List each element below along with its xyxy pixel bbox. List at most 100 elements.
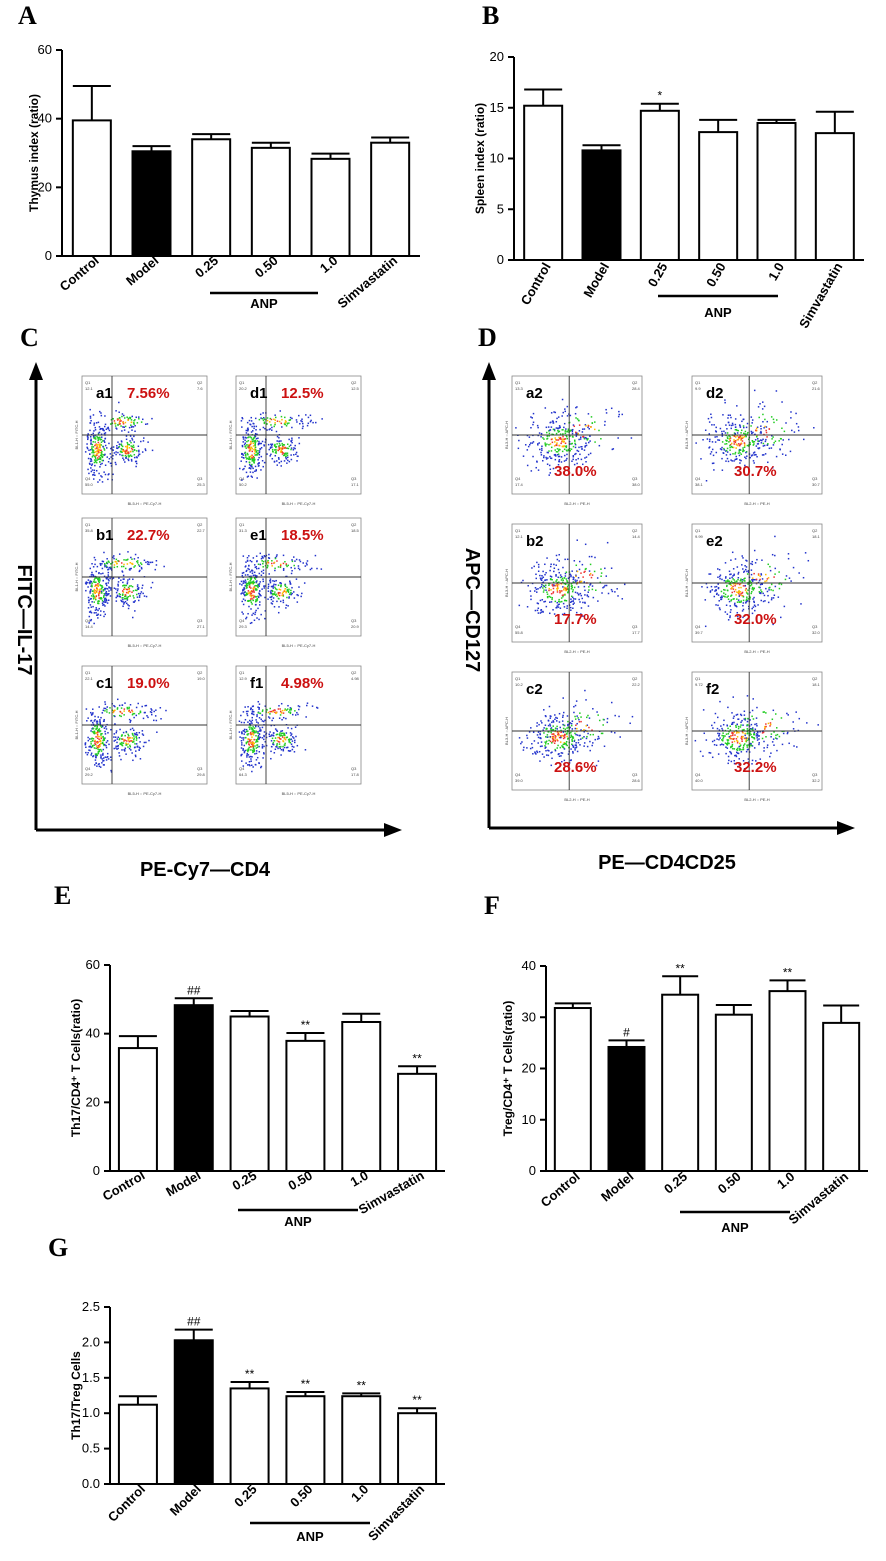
flow-dot [752,727,754,729]
flow-dot [517,447,520,450]
flow-dot [574,732,576,735]
flow-dot [119,596,122,598]
flow-dot [248,591,251,594]
flow-dot [774,585,777,588]
flow-dot [548,464,551,467]
flow-dot [721,578,723,581]
flow-dot [564,594,566,596]
flow-dot [589,749,591,752]
flow-dot [106,756,108,759]
quadrant-q2-label: Q2 [351,670,357,675]
flow-dot [113,555,115,557]
flow-dot [249,594,252,597]
flow-dot [561,716,564,718]
flow-dot [94,715,96,718]
bar-0-25 [191,138,232,257]
flow-dot [249,455,252,458]
flow-dot [112,418,114,420]
flow-dot [252,590,254,593]
flow-dot [556,738,558,741]
flow-dot [737,725,740,728]
flow-dot [120,735,123,737]
flow-dot [115,591,118,594]
flow-dot [101,455,104,458]
flow-dot [133,453,136,456]
flow-dot [249,592,252,594]
flow-dot [134,754,137,757]
flow-dot [548,450,550,452]
flow-dot [133,423,135,425]
flow-dot [749,456,751,459]
flow-dot [583,436,585,439]
flow-dot [556,442,558,444]
flow-dot [547,426,550,428]
quadrant-q2-label: Q2 [812,528,818,533]
flow-dot [708,440,711,443]
flow-dot [123,749,125,751]
flow-dot [737,576,740,579]
flow-dot [735,455,738,458]
flow-dot [110,589,112,591]
flow-dot [272,451,274,453]
flow-dot [281,451,283,454]
flow-dot [619,736,621,738]
flow-dot [240,593,242,595]
flow-dot [131,727,134,730]
flow-dot [98,458,101,460]
flow-dot [259,712,262,715]
flow-dot [98,576,101,579]
flow-dot [741,740,743,742]
flow-dot [736,591,738,593]
flow-dot [589,583,592,585]
flow-dot [256,740,259,743]
flow-dot [271,719,273,722]
flow-dot [285,447,287,449]
flow-dot [723,430,725,433]
flow-dot [551,579,553,581]
flow-dot [729,605,732,607]
flow-dot [295,735,297,738]
flow-dot [751,715,753,718]
flow-dot [97,584,99,587]
flow-dot [780,583,783,586]
flow-dot [581,428,584,430]
flow-dot [135,739,138,741]
flow-dot [115,588,117,590]
y-tick-label: 10 [490,151,504,166]
flow-dot [599,581,602,584]
quadrant-q3-label: Q3 [812,772,818,777]
flow-dot [721,441,724,443]
flow-dot [247,446,250,449]
flow-dot [245,429,248,432]
flow-dot [84,742,87,744]
flow-dot [112,711,114,714]
flow-dot [106,588,109,590]
flow-dot [548,474,550,476]
flow-dot [87,751,89,754]
flow-dot [87,607,90,609]
flow-dot [112,473,114,476]
flow-dot [570,734,572,736]
flow-dot [122,581,124,584]
flow-dot [536,722,538,724]
flow-dot [719,700,721,703]
flow-dot [150,586,152,589]
flow-dot [539,612,542,614]
flow-dot [141,730,144,732]
flow-dot [286,454,289,456]
flow-dot [243,467,245,470]
flow-dot [151,561,154,564]
flow-dot [735,605,738,608]
flow-dot [553,563,555,566]
flow-dot [554,585,556,587]
flow-dot [121,415,123,418]
flow-dot [258,464,260,467]
flow-dot [282,443,285,446]
flow-dot [552,591,555,593]
flow-dot [246,592,248,594]
flow-dot [559,591,561,594]
flow-dot [731,422,734,425]
flow-dot [139,562,142,564]
